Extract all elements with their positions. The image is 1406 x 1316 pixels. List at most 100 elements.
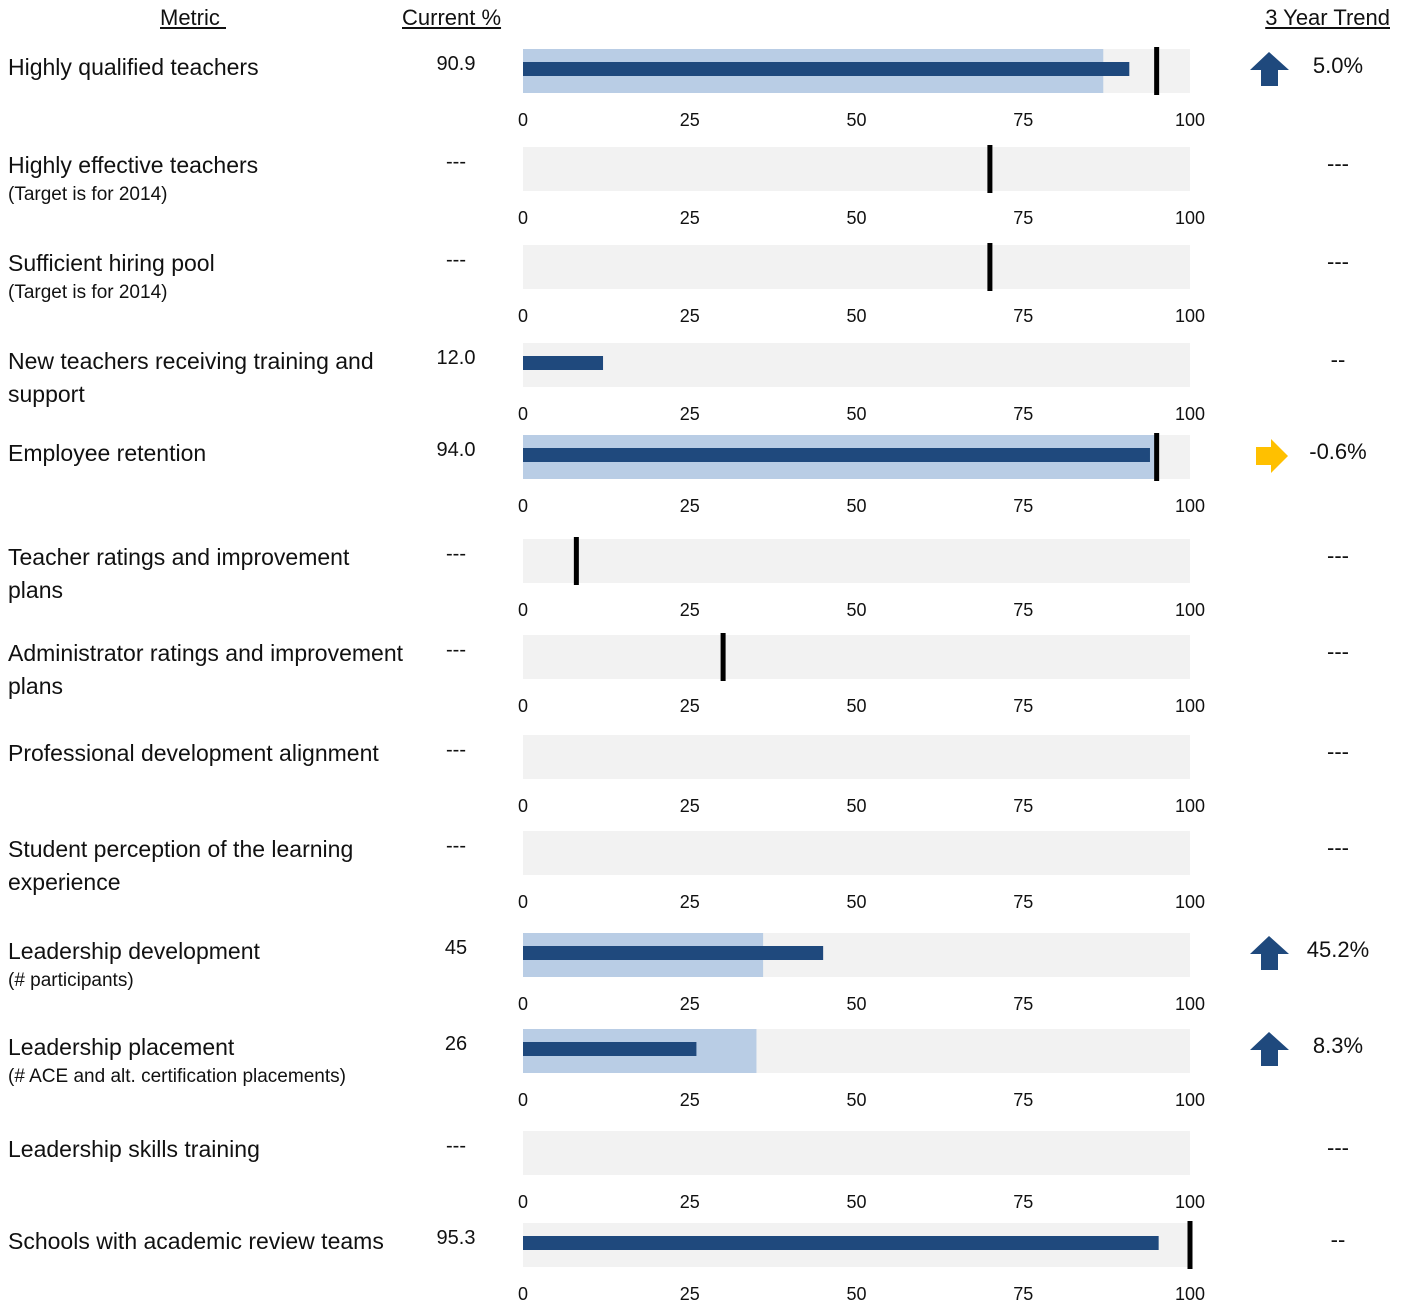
metric-note: (# ACE and alt. certification placements… xyxy=(8,1066,346,1087)
trend-value: -- xyxy=(1330,1227,1346,1252)
metric-label: Sufficient hiring pool (Target is for 201… xyxy=(8,247,408,306)
bullet-bar: 0 25 50 75 100 xyxy=(518,433,1205,516)
metric-name: Professional development alignment xyxy=(8,740,379,766)
metric-label: Teacher ratings and improvement plans xyxy=(8,541,408,607)
bar-track xyxy=(523,635,1190,679)
bar-track xyxy=(523,147,1190,191)
bar-track xyxy=(523,539,1190,583)
value-bar xyxy=(523,1236,1159,1250)
trend-value: --- xyxy=(1327,249,1349,274)
tick-label: 100 xyxy=(1175,1284,1205,1304)
tick-label: 75 xyxy=(1013,110,1033,130)
current-value: --- xyxy=(446,151,466,173)
tick-label: 75 xyxy=(1013,696,1033,716)
metric-header: Metric xyxy=(160,5,226,30)
target-marker xyxy=(720,633,726,681)
tick-label: 25 xyxy=(680,696,700,716)
metric-label: New teachers receiving training and supp… xyxy=(8,345,408,411)
metric-label: Employee retention xyxy=(8,437,408,470)
tick-label: 0 xyxy=(518,404,528,424)
target-marker xyxy=(1154,433,1160,481)
up-arrow-icon xyxy=(1250,936,1289,970)
bullet-bar: 0 25 50 75 100 xyxy=(518,145,1205,228)
tick-label: 75 xyxy=(1013,1090,1033,1110)
tick-label: 50 xyxy=(846,110,866,130)
current-value: 90.9 xyxy=(436,53,476,75)
tick-label: 25 xyxy=(680,994,700,1014)
value-bar xyxy=(523,1042,697,1056)
target-marker xyxy=(1154,47,1160,95)
tick-label: 75 xyxy=(1013,892,1033,912)
tick-label: 100 xyxy=(1175,1090,1205,1110)
tick-label: 75 xyxy=(1013,994,1033,1014)
tick-label: 0 xyxy=(518,796,528,816)
bullet-bar: 0 25 50 75 100 xyxy=(518,831,1205,912)
metric-name: Leadership development xyxy=(8,938,260,964)
metric-row: Sufficient hiring pool (Target is for 201… xyxy=(0,240,1406,338)
current-value: 26 xyxy=(444,1033,468,1055)
value-bar xyxy=(523,62,1130,76)
tick-label: 75 xyxy=(1013,600,1033,620)
value-bar xyxy=(523,356,604,370)
tick-label: 100 xyxy=(1175,696,1205,716)
trend-value: --- xyxy=(1327,739,1349,764)
tick-label: 100 xyxy=(1175,110,1205,130)
current-value: 94.0 xyxy=(436,439,476,461)
current-value: --- xyxy=(446,739,466,761)
current-value: --- xyxy=(446,1135,466,1157)
tick-label: 50 xyxy=(846,1192,866,1212)
metric-label: Professional development alignment xyxy=(8,737,408,770)
metric-row: Teacher ratings and improvement plans ---… xyxy=(0,534,1406,632)
bullet-bar: 0 25 50 75 100 xyxy=(518,633,1205,716)
tick-label: 0 xyxy=(518,1192,528,1212)
tick-label: 25 xyxy=(680,892,700,912)
metric-name: Sufficient hiring pool xyxy=(8,250,215,276)
current-header: Current % xyxy=(402,5,502,30)
metric-row: Administrator ratings and improvement pl… xyxy=(0,630,1406,728)
trend-value: 45.2% xyxy=(1306,937,1370,962)
tick-label: 75 xyxy=(1013,496,1033,516)
tick-label: 50 xyxy=(846,600,866,620)
current-value: --- xyxy=(446,543,466,565)
metric-row: Highly effective teachers (Target is for … xyxy=(0,142,1406,240)
tick-label: 100 xyxy=(1175,404,1205,424)
tick-label: 0 xyxy=(518,110,528,130)
metric-label: Highly effective teachers (Target is for … xyxy=(8,149,408,208)
tick-label: 100 xyxy=(1175,796,1205,816)
tick-label: 100 xyxy=(1175,496,1205,516)
metric-row: Professional development alignment --- 0 25… xyxy=(0,730,1406,828)
bullet-bar: 0 25 50 75 100 xyxy=(518,1029,1205,1110)
tick-label: 50 xyxy=(846,1284,866,1304)
bar-track xyxy=(523,735,1190,779)
metric-note: (# participants) xyxy=(8,970,134,991)
metric-label: Leadership placement (# ACE and alt. cert… xyxy=(8,1031,408,1090)
tick-label: 0 xyxy=(518,306,528,326)
metric-name: Highly qualified teachers xyxy=(8,54,259,80)
tick-label: 0 xyxy=(518,1284,528,1304)
bar-track xyxy=(523,1131,1190,1175)
up-arrow-icon xyxy=(1250,1032,1289,1066)
tick-label: 100 xyxy=(1175,892,1205,912)
tick-label: 75 xyxy=(1013,796,1033,816)
bullet-bar: 0 25 50 75 100 xyxy=(518,735,1205,816)
tick-label: 75 xyxy=(1013,306,1033,326)
right-arrow-icon xyxy=(1256,439,1288,473)
metric-label: Schools with academic review teams xyxy=(8,1225,408,1258)
metric-name: Highly effective teachers xyxy=(8,152,259,178)
bullet-bar: 0 25 50 75 100 xyxy=(518,47,1205,130)
tick-label: 25 xyxy=(680,208,700,228)
bullet-bar: 0 25 50 75 100 xyxy=(518,537,1205,620)
trend-value: 8.3% xyxy=(1312,1033,1364,1058)
current-value: 95.3 xyxy=(436,1227,476,1249)
value-bar xyxy=(523,946,824,960)
metric-name: Employee retention xyxy=(8,440,207,466)
up-arrow-icon xyxy=(1250,52,1289,86)
tick-label: 75 xyxy=(1013,404,1033,424)
tick-label: 50 xyxy=(846,994,866,1014)
tick-label: 25 xyxy=(680,796,700,816)
tick-label: 25 xyxy=(680,404,700,424)
tick-label: 50 xyxy=(846,1090,866,1110)
tick-label: 100 xyxy=(1175,994,1205,1014)
tick-label: 0 xyxy=(518,994,528,1014)
tick-label: 100 xyxy=(1175,306,1205,326)
